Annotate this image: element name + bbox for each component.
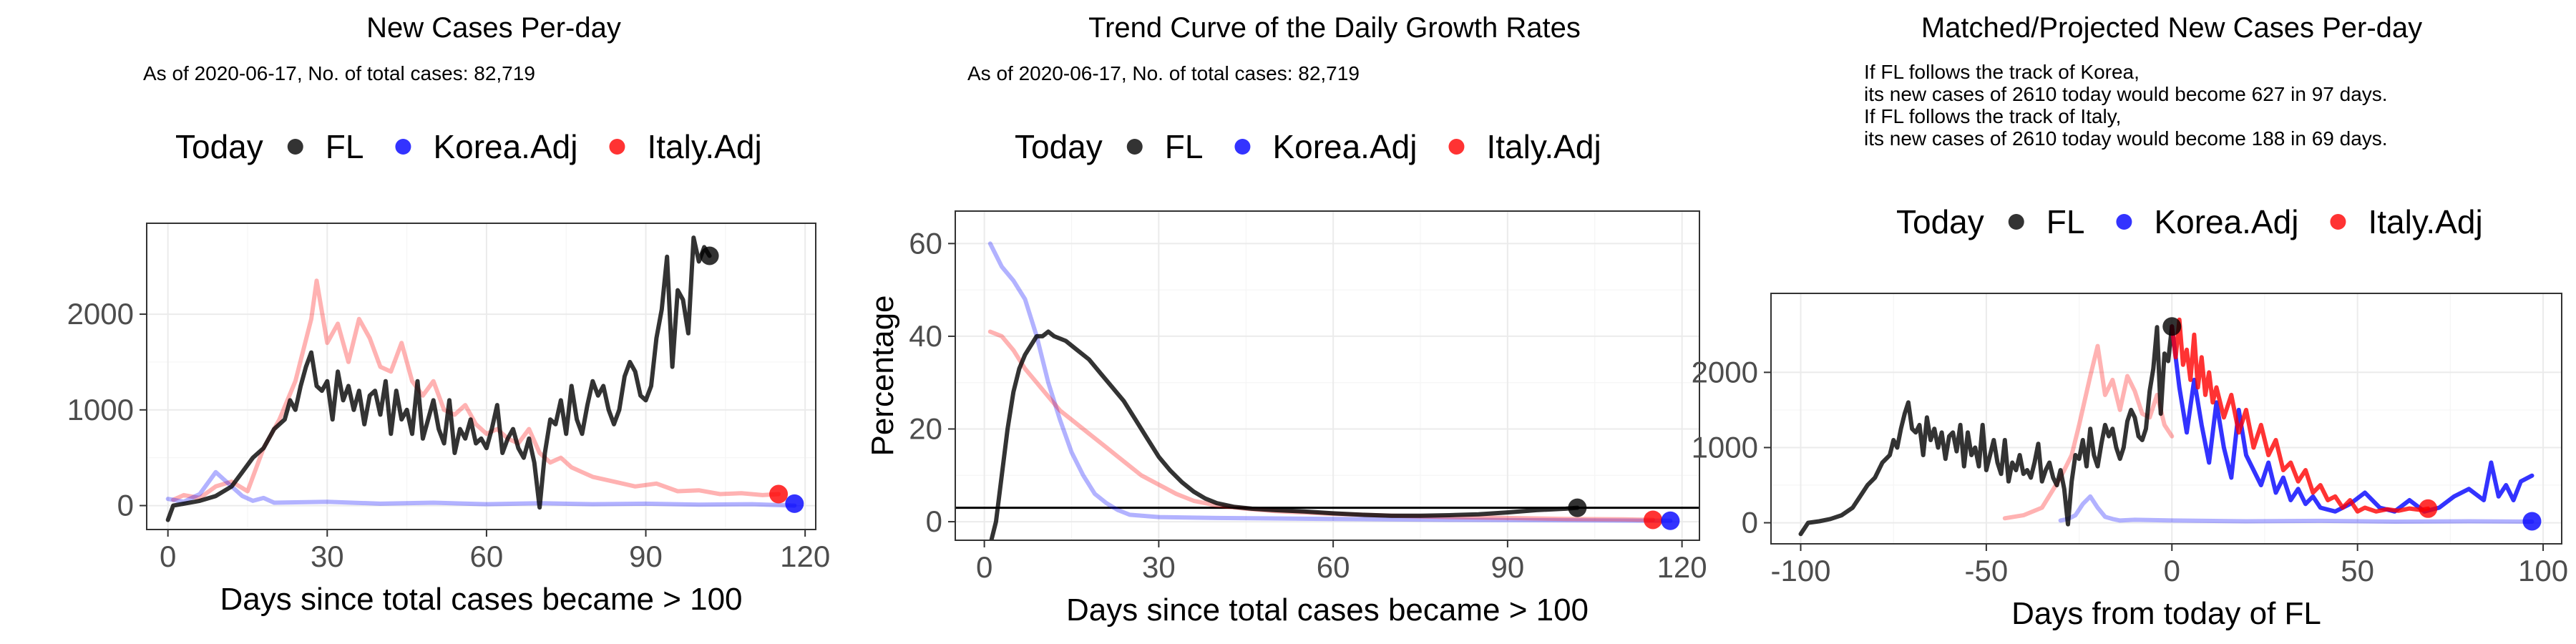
y-tick-label: 40 — [909, 319, 942, 353]
grid — [955, 211, 1699, 540]
y-tick-label: 20 — [909, 412, 942, 446]
x-tick-label: 50 — [2341, 554, 2374, 587]
legend: Today FL Korea.Adj Italy.Adj — [1896, 203, 2483, 240]
x-tick-label: -100 — [1770, 554, 1830, 587]
series-line-korea-adj-projected — [2170, 324, 2534, 514]
y-tick-label: 1000 — [1692, 430, 1758, 464]
x-tick-label: 0 — [2164, 554, 2180, 587]
legend-label: Korea.Adj — [2154, 203, 2298, 240]
chart-title: Matched/Projected New Cases Per-day — [1921, 12, 2422, 44]
x-tick-label: 100 — [2518, 554, 2568, 587]
panel-growth-rates: Trend Curve of the Daily Growth Rates As … — [865, 12, 1707, 628]
legend-key-korea-adj — [395, 139, 411, 155]
y-tick-label: 1000 — [67, 393, 134, 426]
today-point-fl — [700, 246, 719, 265]
x-tick-label: 30 — [1142, 550, 1176, 584]
series-line-italy-adj-projected — [2170, 317, 2431, 514]
series-line-korea-adj — [987, 241, 1673, 523]
plot-border — [146, 223, 816, 530]
legend: Today FL Korea.Adj Italy.Adj — [1015, 128, 1601, 165]
chart-subtitle-line: As of 2020-06-17, No. of total cases: 82… — [143, 62, 535, 84]
y-tick-label: 60 — [909, 226, 942, 260]
legend: Today FL Korea.Adj Italy.Adj — [175, 128, 762, 165]
y-axis-label: Percentage — [865, 295, 900, 456]
x-tick-label: 90 — [1491, 550, 1525, 584]
grid — [147, 223, 816, 530]
today-point-italy-adj — [2419, 499, 2438, 518]
chart-subtitle-line: If FL follows the track of Korea, — [1864, 61, 2140, 83]
legend-key-fl — [287, 139, 303, 155]
chart-subtitle-line: As of 2020-06-17, No. of total cases: 82… — [967, 62, 1360, 84]
legend-label: Korea.Adj — [433, 128, 577, 165]
x-tick-label: 30 — [311, 540, 344, 573]
legend-key-italy-adj — [609, 139, 625, 155]
series-group — [1798, 317, 2534, 537]
panel-new-cases: New Cases Per-day As of 2020-06-17, No. o… — [67, 12, 831, 617]
x-axis-label: Days from today of FL — [2011, 596, 2321, 631]
legend-label: Italy.Adj — [1486, 128, 1601, 165]
y-tick-label: 2000 — [67, 297, 134, 331]
legend-label: Italy.Adj — [2368, 203, 2482, 240]
series-line-korea-adj-past — [2058, 494, 2534, 524]
chart-subtitle-line: its new cases of 2610 today would become… — [1864, 83, 2388, 105]
series-group — [165, 235, 797, 522]
x-tick-label: 0 — [976, 550, 992, 584]
today-point-fl — [1568, 498, 1587, 517]
today-point-korea-adj — [1661, 511, 1680, 530]
axis-ticks: 0 30 60 90 120 0 1000 2000 — [67, 297, 831, 573]
today-point-korea-adj — [785, 494, 804, 513]
panel-projected-cases: Matched/Projected New Cases Per-day If FL… — [1692, 12, 2569, 631]
chart-title: Trend Curve of the Daily Growth Rates — [1088, 12, 1581, 44]
x-axis-label: Days since total cases became > 100 — [1066, 592, 1589, 628]
plot-border — [955, 210, 1700, 541]
chart-subtitle-line: If FL follows the track of Italy, — [1864, 105, 2121, 127]
legend-key-fl — [2008, 214, 2024, 230]
plot-border — [1770, 293, 2562, 545]
x-tick-label: 120 — [780, 540, 830, 573]
y-tick-label: 0 — [117, 489, 134, 522]
series-line-fl — [1798, 324, 2175, 537]
legend-label: FL — [2046, 203, 2085, 240]
legend-label: Italy.Adj — [647, 128, 761, 165]
legend-key-korea-adj — [1234, 139, 1251, 155]
today-point-fl — [2162, 317, 2182, 336]
legend-key-italy-adj — [2330, 214, 2346, 230]
chart-title: New Cases Per-day — [366, 12, 621, 44]
series-line-korea-adj — [165, 469, 797, 508]
legend-label: FL — [1165, 128, 1204, 165]
legend-label: Korea.Adj — [1272, 128, 1417, 165]
x-tick-label: 120 — [1657, 550, 1707, 584]
series-group — [955, 241, 1699, 540]
y-tick-label: 0 — [926, 504, 942, 538]
legend-label: FL — [326, 128, 364, 165]
x-axis-label: Days since total cases became > 100 — [220, 582, 742, 617]
x-tick-label: 60 — [470, 540, 504, 573]
y-tick-label: 0 — [1742, 506, 1758, 540]
axis-ticks: 0 30 60 90 120 0 20 40 60 — [909, 226, 1707, 584]
series-line-fl — [989, 329, 1580, 540]
chart-subtitle-line: its new cases of 2610 today would become… — [1864, 127, 2388, 150]
legend-title: Today — [1896, 203, 1984, 240]
series-line-fl — [165, 235, 712, 522]
x-tick-label: 60 — [1317, 550, 1350, 584]
legend-key-korea-adj — [2116, 214, 2132, 230]
today-point-italy-adj — [769, 484, 789, 504]
today-point-korea-adj — [2522, 512, 2542, 531]
today-point-italy-adj — [1644, 510, 1662, 530]
legend-title: Today — [175, 128, 263, 165]
x-tick-label: 0 — [160, 540, 176, 573]
legend-title: Today — [1015, 128, 1103, 165]
legend-key-fl — [1126, 139, 1143, 155]
x-tick-label: -50 — [1965, 554, 2009, 587]
x-tick-label: 90 — [629, 540, 663, 573]
y-tick-label: 2000 — [1692, 355, 1758, 389]
legend-key-italy-adj — [1448, 139, 1465, 155]
